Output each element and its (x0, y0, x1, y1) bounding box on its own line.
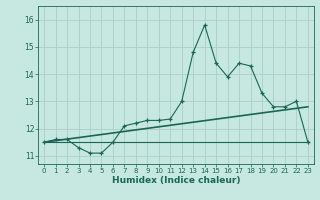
X-axis label: Humidex (Indice chaleur): Humidex (Indice chaleur) (112, 176, 240, 185)
